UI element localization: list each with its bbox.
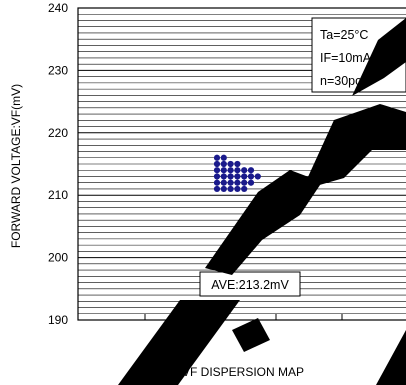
y-tick-label: 190 bbox=[48, 313, 68, 327]
data-point bbox=[247, 179, 255, 186]
data-point bbox=[234, 179, 241, 186]
data-point bbox=[234, 160, 241, 168]
data-point bbox=[213, 167, 221, 174]
data-point bbox=[241, 185, 248, 193]
average-box: AVE:213.2mV bbox=[199, 271, 301, 297]
data-point bbox=[254, 173, 261, 180]
data-point bbox=[247, 173, 255, 180]
data-point bbox=[220, 154, 227, 161]
data-point bbox=[234, 167, 241, 174]
y-tick-label: 210 bbox=[48, 188, 68, 202]
data-point bbox=[213, 173, 221, 180]
y-tick-labels: 190 200 210 220 230 240 bbox=[48, 1, 68, 327]
data-point bbox=[227, 185, 234, 193]
data-points bbox=[213, 154, 261, 193]
data-point bbox=[213, 154, 221, 161]
data-point bbox=[220, 179, 227, 186]
data-point bbox=[220, 173, 227, 180]
condition-sample-count: n=30pcs bbox=[320, 74, 368, 88]
data-point bbox=[220, 160, 227, 168]
y-axis-label: FORWARD VOLTAGE:VF(mV) bbox=[9, 84, 23, 248]
average-label: AVE:213.2mV bbox=[211, 278, 289, 292]
y-tick-label: 220 bbox=[48, 126, 68, 140]
data-point bbox=[220, 185, 227, 193]
data-point bbox=[227, 173, 234, 180]
data-point bbox=[241, 179, 248, 186]
data-point bbox=[227, 167, 234, 174]
x-axis-label: VF DISPERSION MAP bbox=[182, 365, 304, 379]
data-point bbox=[213, 179, 221, 186]
condition-current: IF=10mA bbox=[320, 51, 372, 65]
data-point bbox=[213, 160, 221, 168]
y-tick-label: 200 bbox=[48, 251, 68, 265]
data-point bbox=[213, 185, 221, 193]
data-point bbox=[220, 167, 227, 174]
y-tick-label: 240 bbox=[48, 1, 68, 15]
watermark bbox=[118, 18, 406, 385]
data-point bbox=[227, 160, 234, 168]
plot-frame bbox=[77, 7, 406, 321]
y-tick-label: 230 bbox=[48, 63, 68, 77]
data-point bbox=[241, 173, 248, 180]
data-point bbox=[227, 179, 234, 186]
data-point bbox=[247, 167, 255, 174]
data-point bbox=[234, 173, 241, 180]
data-point bbox=[241, 167, 248, 174]
condition-temperature: Ta=25°C bbox=[320, 28, 368, 42]
data-point bbox=[234, 185, 241, 193]
